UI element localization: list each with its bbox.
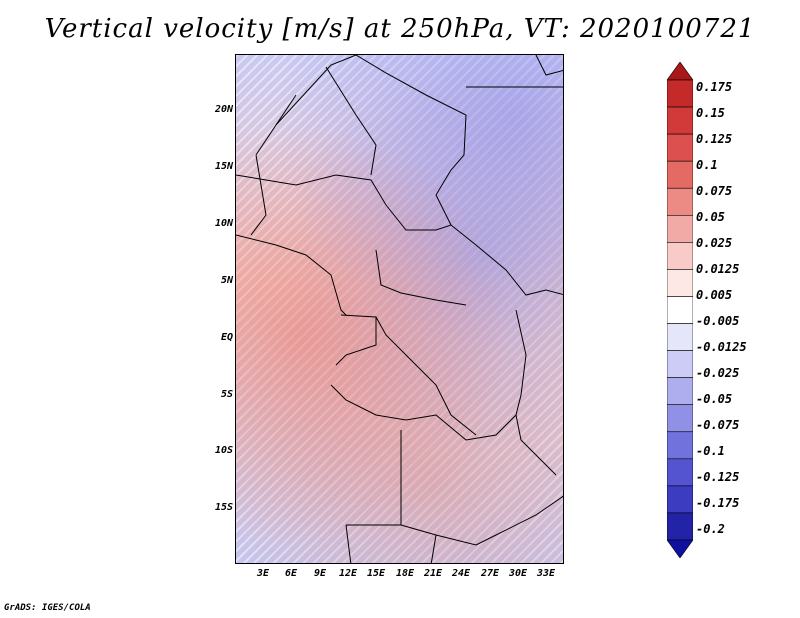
lon-tick-label: 3E	[256, 568, 270, 579]
lat-tick-label: 20N	[214, 104, 233, 115]
country-borders	[236, 55, 563, 563]
colorbar-label: -0.2	[696, 522, 725, 536]
lat-tick-label: 5N	[220, 275, 233, 286]
colorbar	[667, 62, 693, 558]
colorbar-label: -0.025	[696, 366, 740, 380]
colorbar-label: 0.1	[696, 158, 718, 172]
colorbar-segment	[667, 187, 693, 216]
colorbar-segment	[667, 62, 693, 81]
colorbar-segment	[667, 79, 693, 108]
colorbar-segment	[667, 404, 693, 433]
lon-tick-label: 24E	[451, 568, 471, 579]
colorbar-label: -0.175	[696, 496, 740, 510]
colorbar-segment	[667, 269, 693, 297]
colorbar-segment	[667, 323, 693, 351]
colorbar-segment	[667, 296, 693, 324]
colorbar-label: 0.0125	[696, 262, 740, 276]
colorbar-label: 0.05	[696, 210, 725, 224]
lat-tick-label: 15S	[214, 502, 233, 513]
colorbar-label: -0.05	[696, 392, 733, 406]
colorbar-segment	[667, 485, 693, 514]
colorbar-segment	[667, 539, 693, 558]
lat-tick-label: 10S	[214, 445, 233, 456]
map-title: Vertical velocity [m/s] at 250hPa, VT: 2…	[44, 14, 756, 44]
lat-tick-label: EQ	[220, 332, 233, 343]
lon-tick-label: 6E	[284, 568, 298, 579]
lon-tick-label: 15E	[366, 568, 386, 579]
colorbar-segment	[667, 242, 693, 270]
colorbar-label: 0.025	[696, 236, 733, 250]
colorbar-segment	[667, 106, 693, 135]
lon-tick-label: 21E	[423, 568, 443, 579]
colorbar-segment	[667, 350, 693, 378]
colorbar-label: -0.1	[696, 444, 725, 458]
lon-tick-label: 27E	[480, 568, 500, 579]
colorbar-label: 0.15	[696, 106, 725, 120]
colorbar-segment	[667, 214, 693, 243]
colorbar-segment	[667, 377, 693, 406]
lon-tick-label: 33E	[536, 568, 556, 579]
colorbar-label: 0.075	[696, 184, 733, 198]
colorbar-label: -0.005	[696, 314, 740, 328]
lon-tick-label: 30E	[508, 568, 528, 579]
vertical-velocity-map	[235, 54, 564, 564]
colorbar-label: 0.125	[696, 132, 733, 146]
colorbar-segment	[667, 133, 693, 162]
colorbar-label: 0.005	[696, 288, 733, 302]
colorbar-segment	[667, 512, 693, 541]
colorbar-label: -0.0125	[696, 340, 747, 354]
colorbar-label: -0.125	[696, 470, 740, 484]
colorbar-segment	[667, 458, 693, 487]
lat-tick-label: 5S	[220, 389, 233, 400]
lon-tick-label: 12E	[338, 568, 358, 579]
lon-tick-label: 9E	[313, 568, 327, 579]
lon-tick-label: 18E	[395, 568, 415, 579]
lat-tick-label: 15N	[214, 161, 233, 172]
colorbar-label: -0.075	[696, 418, 740, 432]
colorbar-segment	[667, 431, 693, 460]
grads-credit: GrADS: IGES/COLA	[4, 603, 91, 613]
lat-tick-label: 10N	[214, 218, 233, 229]
colorbar-segment	[667, 160, 693, 189]
colorbar-label: 0.175	[696, 80, 733, 94]
